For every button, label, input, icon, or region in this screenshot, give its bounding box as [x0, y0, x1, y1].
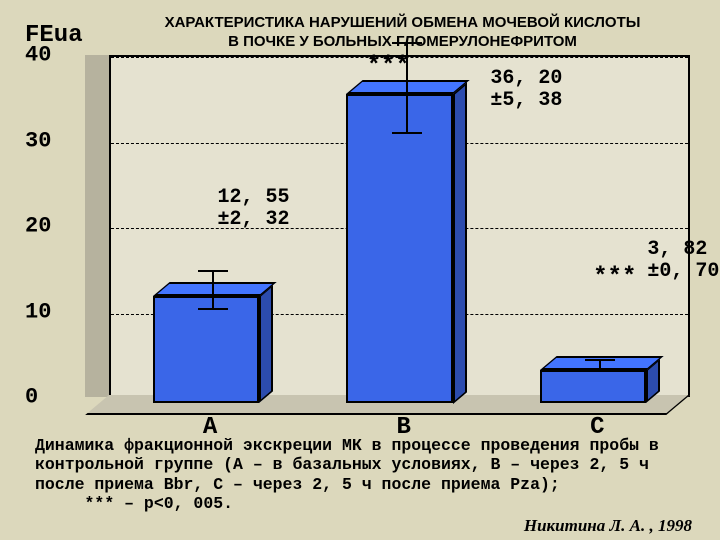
bar-front	[540, 370, 647, 403]
title-line1: ХАРАКТЕРИСТИКА НАРУШЕНИЙ ОБМЕНА МОЧЕВОЙ …	[165, 14, 641, 31]
chart: ABC12, 55±2, 3236, 20±5, 383, 82±0, 70**…	[25, 55, 690, 415]
bar	[540, 370, 647, 403]
error-bar	[599, 359, 601, 371]
significance-note: *** – p<0, 005.	[85, 494, 234, 513]
bar-front	[346, 94, 453, 404]
slide-title: ХАРАКТЕРИСТИКА НАРУШЕНИЙ ОБМЕНА МОЧЕВОЙ …	[115, 14, 690, 52]
value-label-b: 36, 20±5, 38	[490, 68, 562, 112]
y-tick-label: 0	[25, 385, 65, 410]
significance-c: ***	[593, 264, 636, 291]
caption: Динамика фракционной экскреции МК в проц…	[35, 436, 690, 514]
bar	[153, 296, 260, 403]
significance-b: ***	[367, 53, 410, 80]
bar-front	[153, 296, 260, 403]
bar-top	[346, 80, 469, 94]
error-bar	[212, 270, 214, 310]
y-tick-label: 20	[25, 214, 65, 239]
value-label-c: 3, 82±0, 70	[647, 239, 719, 283]
value-label-a: 12, 55±2, 32	[217, 187, 289, 231]
bar-side	[453, 82, 467, 403]
slide-root: ХАРАКТЕРИСТИКА НАРУШЕНИЙ ОБМЕНА МОЧЕВОЙ …	[0, 0, 720, 540]
plot-sidewall	[85, 55, 109, 397]
plot-area: ABC12, 55±2, 3236, 20±5, 383, 82±0, 70**…	[85, 55, 690, 415]
bar	[346, 94, 453, 404]
caption-text: Динамика фракционной экскреции МК в проц…	[35, 436, 659, 494]
bar-top	[153, 282, 276, 296]
y-tick-label: 10	[25, 299, 65, 324]
y-tick-label: 30	[25, 128, 65, 153]
attribution: Никитина Л. А. , 1998	[524, 516, 692, 536]
y-tick-label: 40	[25, 43, 65, 68]
bar-side	[259, 284, 273, 403]
